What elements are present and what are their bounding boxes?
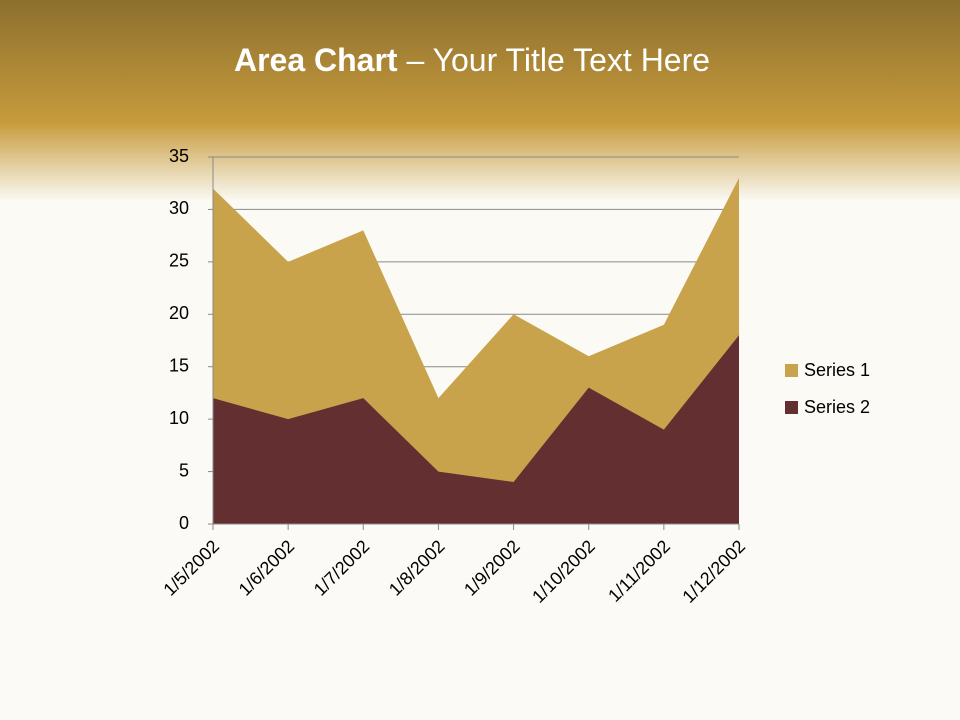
- legend-swatch: [785, 364, 798, 377]
- title-rest: – Your Title Text Here: [406, 42, 710, 78]
- legend-swatch: [785, 401, 798, 414]
- y-tick-label: 25: [169, 251, 189, 271]
- y-tick-label: 0: [179, 513, 189, 533]
- area: [213, 335, 739, 524]
- title-bold: Area Chart: [234, 42, 398, 78]
- legend-label: Series 1: [804, 360, 870, 380]
- slide-title: Area Chart – Your Title Text Here: [234, 42, 710, 78]
- y-tick-label: 20: [169, 303, 189, 323]
- y-tick-label: 30: [169, 198, 189, 218]
- y-tick-label: 5: [179, 460, 189, 480]
- y-tick-label: 15: [169, 355, 189, 375]
- y-tick-label: 10: [169, 408, 189, 428]
- y-tick-label: 35: [169, 146, 189, 166]
- legend-label: Series 2: [804, 397, 870, 417]
